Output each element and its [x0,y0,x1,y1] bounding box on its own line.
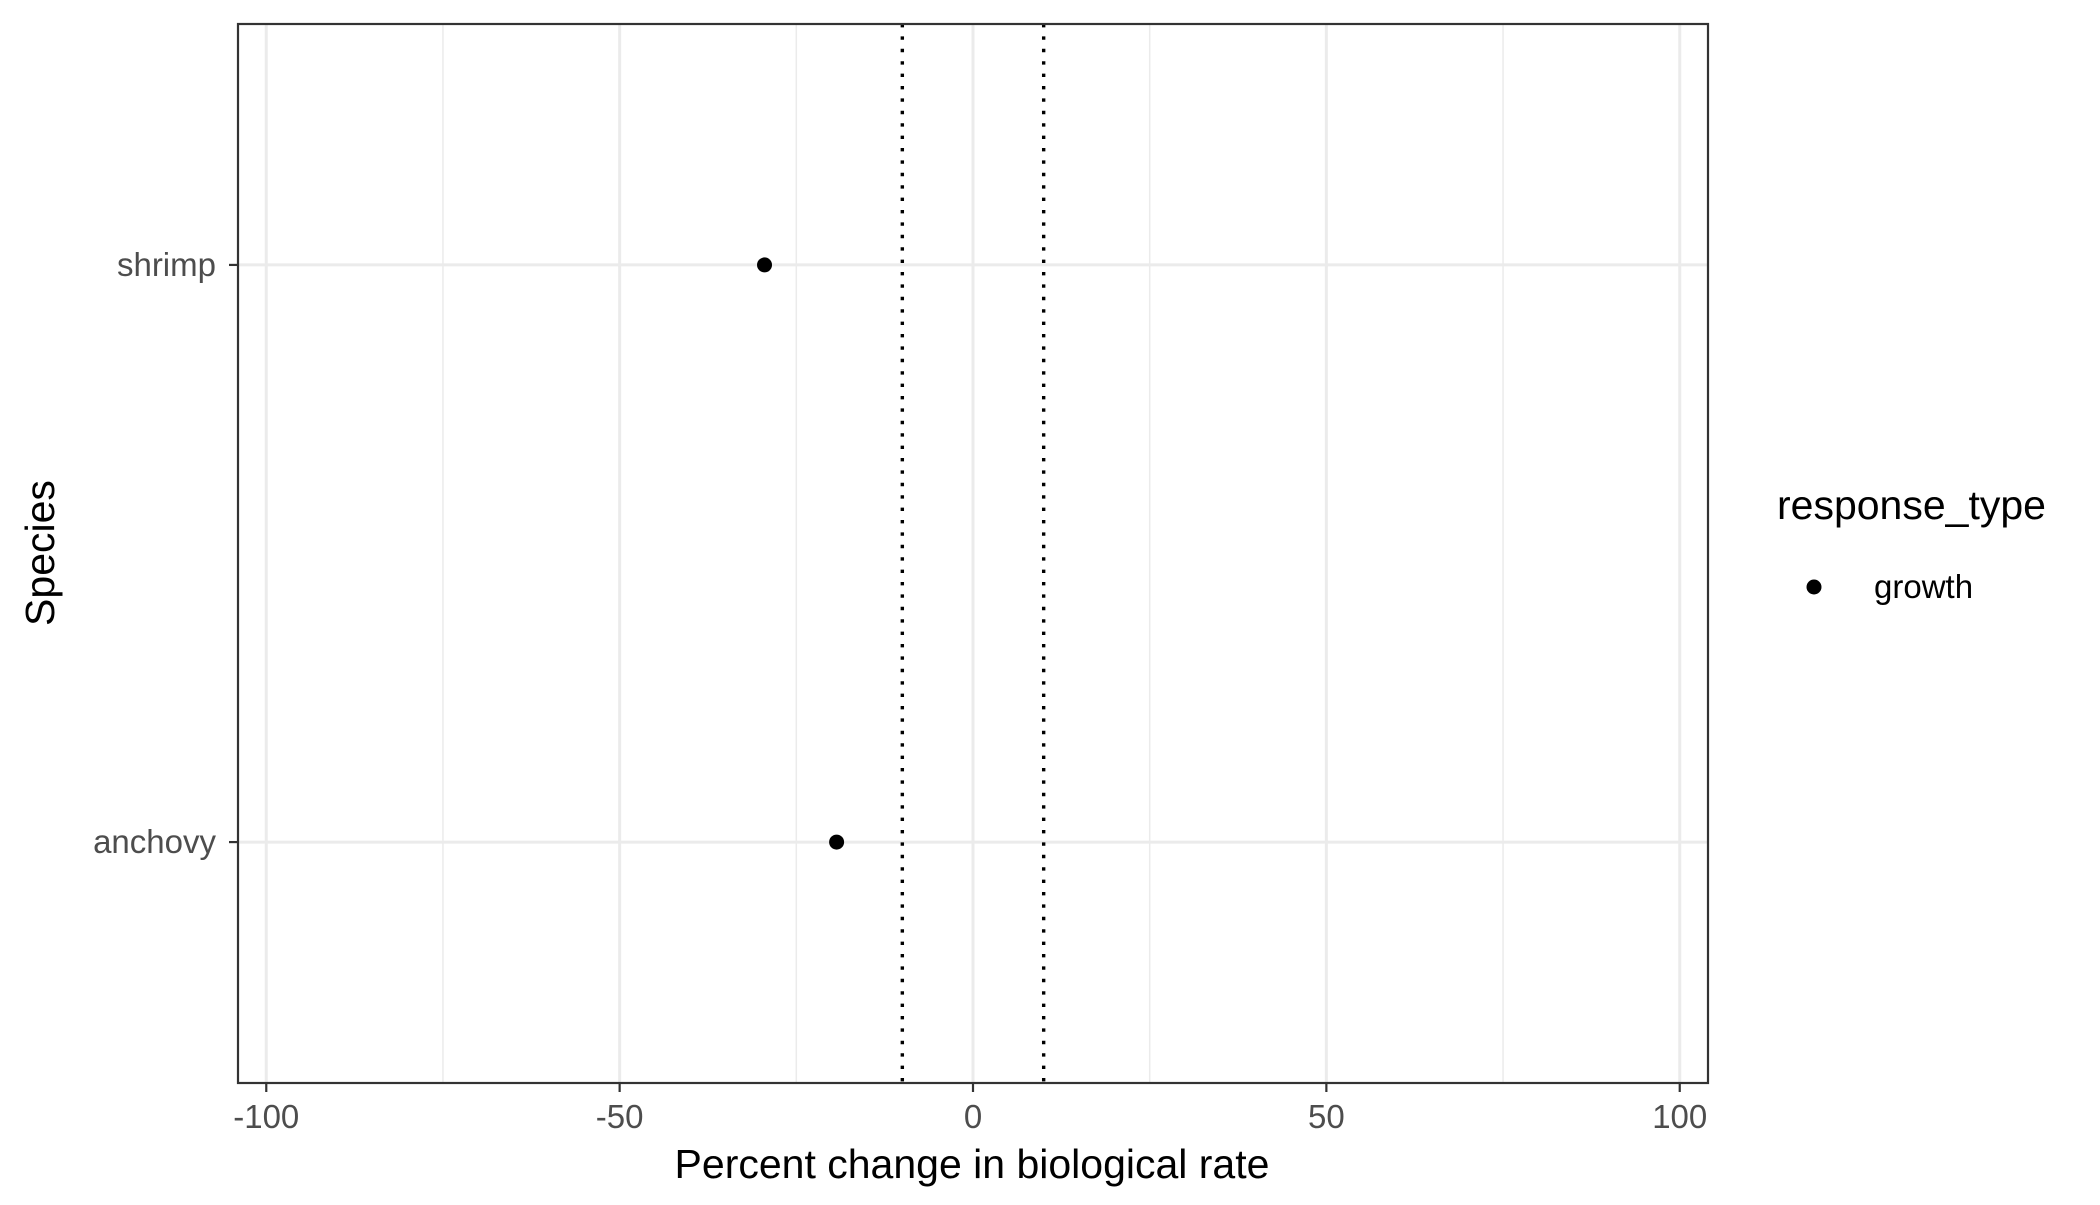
grid-layer [238,24,1708,1083]
data-points [757,257,845,850]
legend-items: growth [1806,568,1973,605]
x-tick-label: 100 [1652,1098,1707,1135]
data-point-anchovy [829,834,845,850]
x-axis: -100 -50 0 50 100 [233,1083,1707,1135]
legend-key-point [1806,579,1822,595]
y-axis-title: Species [17,480,63,626]
reference-lines [900,24,1046,1083]
x-tick-label: -50 [596,1098,644,1135]
legend-title: response_type [1777,482,2046,528]
y-axis: anchovy shrimp [93,246,238,860]
x-tick-label: 0 [964,1098,982,1135]
y-tick-label-shrimp: shrimp [117,246,216,283]
legend-item-label: growth [1874,568,1973,605]
legend: response_type growth [1777,482,2046,605]
y-tick-label-anchovy: anchovy [93,823,216,860]
x-tick-label: 50 [1308,1098,1345,1135]
data-point-shrimp [757,257,773,273]
x-axis-title: Percent change in biological rate [675,1141,1270,1187]
x-tick-label: -100 [233,1098,299,1135]
